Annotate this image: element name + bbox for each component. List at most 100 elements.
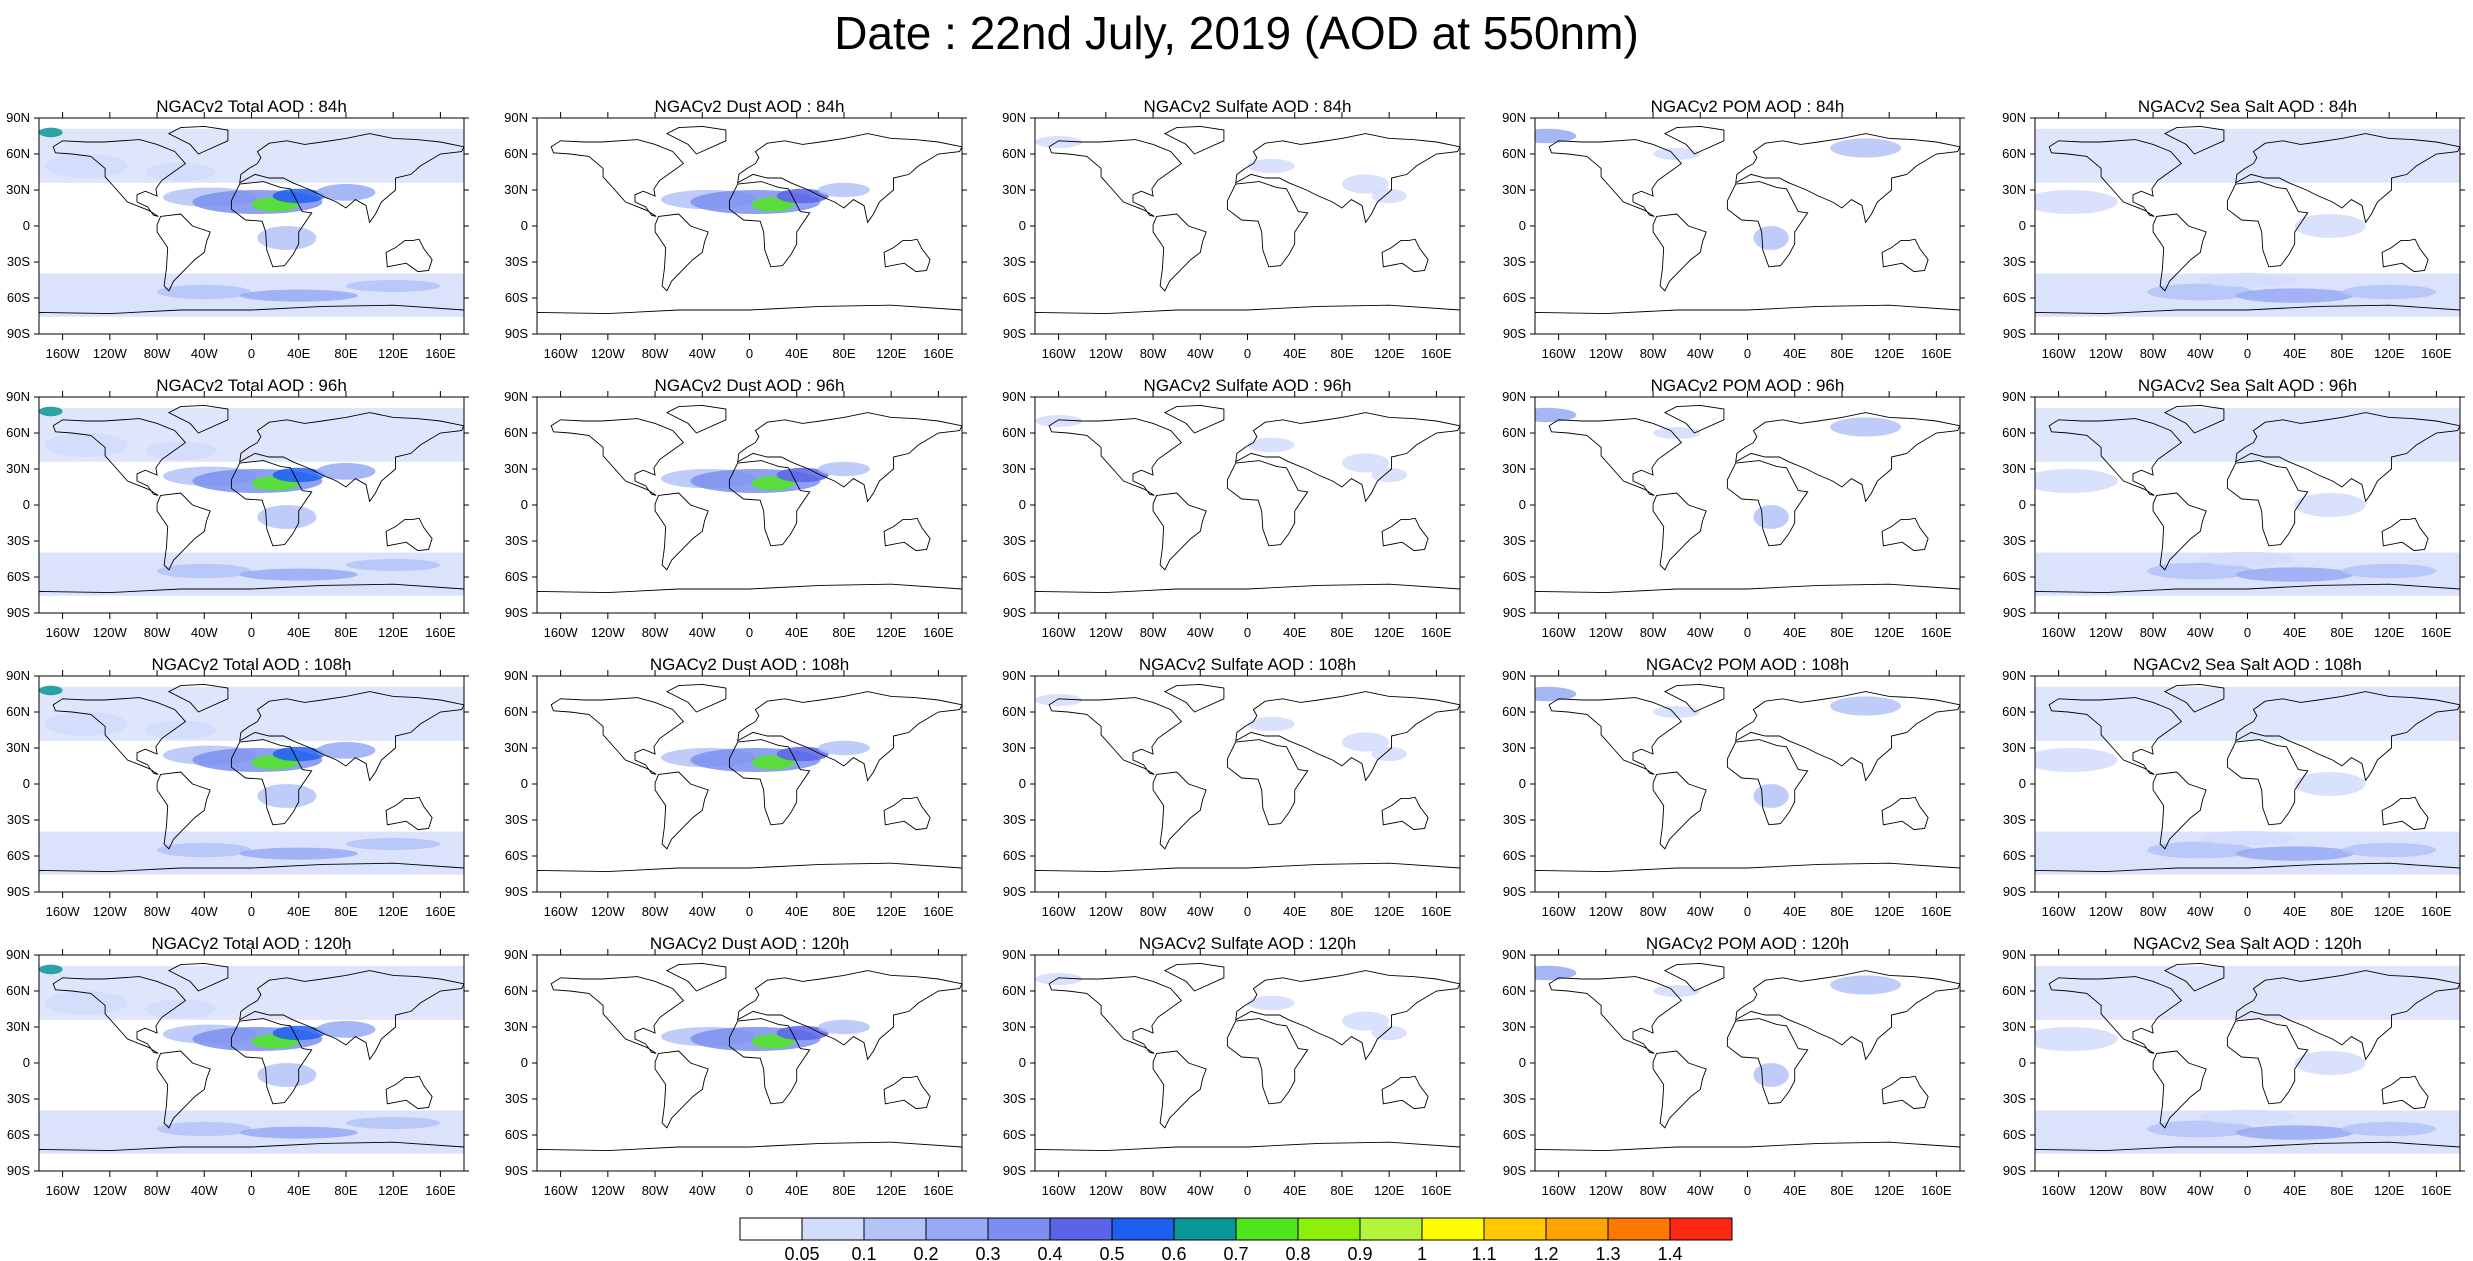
lat-tick-label: 30N [1502, 1019, 1526, 1034]
map-panel: NGACv2 Sea Salt AOD : 84h 90N 60N 30N 0 30S 60… [2002, 97, 2465, 361]
aod-plume [817, 740, 870, 756]
lat-tick-label: 30S [1503, 812, 1526, 827]
coastline [2035, 583, 2460, 613]
map-background [537, 397, 962, 613]
lat-tick-label: 90S [505, 326, 528, 341]
colorbar-label: 1.3 [1595, 1244, 1620, 1261]
coastline [1881, 796, 1929, 831]
lat-tick-label: 60S [505, 848, 528, 863]
lat-tick-label: 30N [504, 461, 528, 476]
coastline [2163, 404, 2225, 434]
aod-plume [2035, 190, 2118, 214]
coastline [1035, 1141, 1460, 1171]
lon-tick-label: 40W [191, 1183, 218, 1198]
lon-tick-label: 120E [378, 346, 409, 361]
lat-tick-label: 90S [7, 605, 30, 620]
lat-tick-label: 90S [1003, 326, 1026, 341]
lon-tick-label: 160W [1542, 346, 1577, 361]
lon-tick-label: 80W [1640, 904, 1667, 919]
panel-title: NGACv2 Total AOD : 84h [156, 97, 347, 116]
lat-tick-label: 90N [6, 668, 30, 683]
lon-tick-label: 120W [1589, 346, 1624, 361]
lat-tick-label: 90N [1002, 389, 1026, 404]
lat-tick-label: 90N [1002, 668, 1026, 683]
colorbar-label: 0.5 [1099, 1244, 1124, 1261]
lon-tick-label: 120E [1374, 904, 1405, 919]
aod-plume [1535, 407, 1577, 423]
coastline [1035, 304, 1460, 334]
coastline [2152, 1050, 2207, 1129]
aod-field [2035, 962, 2460, 1171]
lon-tick-label: 80W [1640, 346, 1667, 361]
lon-tick-label: 160E [923, 346, 954, 361]
map-panel: NGACv2 Sulfate AOD : 96h 90N 60N 30N 0 30S 60S… [1002, 376, 1465, 640]
lat-tick-label: 30N [1002, 1019, 1026, 1034]
lat-tick-label: 30S [1003, 812, 1026, 827]
lon-tick-label: 80W [144, 1183, 171, 1198]
aod-field [1035, 404, 1460, 613]
coastline [230, 1018, 313, 1105]
lon-tick-label: 80W [642, 625, 669, 640]
coastline [1535, 862, 1960, 892]
aod-plume [1247, 716, 1295, 732]
coastline [1152, 492, 1207, 571]
aod-field [39, 125, 464, 334]
colorbar-swatch [1545, 1217, 1609, 1241]
lon-tick-label: 120W [1589, 625, 1624, 640]
lat-tick-label: 60N [2002, 425, 2026, 440]
aod-plume [39, 406, 63, 417]
colorbar-label: 1.1 [1471, 1244, 1496, 1261]
coastline [737, 691, 962, 782]
lon-tick-label: 40E [2283, 904, 2306, 919]
lon-tick-label: 40W [191, 904, 218, 919]
lon-tick-label: 0 [746, 346, 753, 361]
coastline [1035, 862, 1460, 892]
map-panel: NGACv2 POM AOD : 84h 90N 60N 30N 0 30S 60S 90S 1… [1502, 97, 1965, 361]
coastline [1726, 739, 1809, 826]
aod-plume [2341, 842, 2437, 858]
coastline [2035, 862, 2460, 892]
coastline [1881, 238, 1929, 273]
lon-tick-label: 0 [1244, 625, 1251, 640]
lon-tick-label: 80W [642, 346, 669, 361]
coastline [2035, 1141, 2460, 1171]
coastline [1663, 404, 1725, 434]
lat-tick-label: 0 [2019, 218, 2026, 233]
lon-tick-label: 40E [1783, 625, 1806, 640]
panel-title: NGACv2 Dust AOD : 120h [650, 934, 849, 953]
coastline [2163, 683, 2225, 713]
lon-tick-label: 80W [2140, 1183, 2167, 1198]
lat-tick-label: 90S [2003, 884, 2026, 899]
coastline [883, 796, 931, 831]
aod-plume [272, 188, 325, 204]
aod-plume [1035, 973, 1083, 985]
lon-tick-label: 40E [1283, 346, 1306, 361]
coastline [1226, 460, 1309, 547]
lat-tick-label: 60N [6, 146, 30, 161]
map-panel: NGACv2 Dust AOD : 84h 90N 60N 30N 0 30S 60S 90S… [504, 97, 967, 361]
lon-tick-label: 40E [287, 625, 310, 640]
coastline [52, 139, 187, 217]
lon-tick-label: 160W [1042, 346, 1077, 361]
map-panel: NGACv2 POM AOD : 96h 90N 60N 30N 0 30S 60S 90S 1… [1502, 376, 1965, 640]
lon-tick-label: 160E [2421, 625, 2452, 640]
lon-tick-label: 160E [923, 625, 954, 640]
lon-tick-label: 120E [378, 625, 409, 640]
coastline [167, 962, 229, 992]
lat-tick-label: 0 [23, 776, 30, 791]
map-panel: NGACv2 Sulfate AOD : 108h 90N 60N 30N 0 30S 60… [1002, 655, 1465, 919]
colorbar-label: 0.8 [1285, 1244, 1310, 1261]
panel-title: NGACv2 POM AOD : 108h [1646, 655, 1849, 674]
coastline [2226, 181, 2309, 268]
map-panel: NGACv2 Total AOD : 96h 90N 60N 30N 0 30S 60S 90… [6, 376, 469, 640]
lon-tick-label: 160E [1921, 1183, 1952, 1198]
map-background [537, 955, 962, 1171]
panel-title: NGACv2 Sea Salt AOD : 84h [2138, 97, 2357, 116]
map-panel: NGACv2 Total AOD : 84h 90N 60N 30N 0 30S 60S 90… [6, 97, 469, 361]
coastline [1235, 133, 1460, 224]
aod-plume [316, 184, 376, 201]
aod-plume [1341, 732, 1390, 752]
lat-tick-label: 90N [1002, 947, 1026, 962]
lon-tick-label: 0 [2244, 625, 2251, 640]
lon-tick-label: 40E [287, 904, 310, 919]
